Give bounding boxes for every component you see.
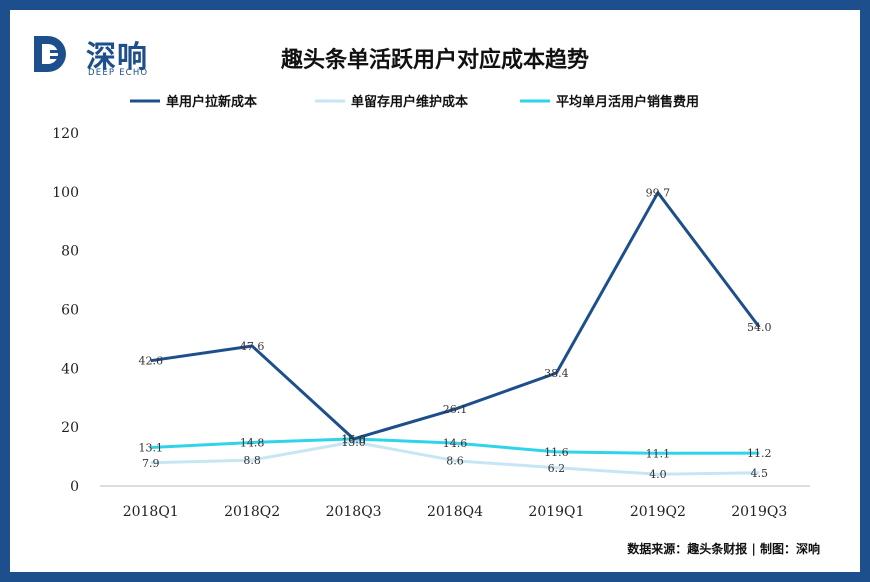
y-axis: 0 20 40 60 80 100 120 [52,126,79,495]
x-tick-label: 2018Q3 [326,504,382,520]
data-label: 15.0 [341,436,366,449]
brand-subtitle: DEEP ECHO [88,68,149,78]
series-line [150,440,760,476]
data-label: 11.6 [544,446,569,459]
deep-echo-logo-icon [34,36,66,72]
legend-label: 平均单月活用户销售费用 [556,94,699,110]
x-axis: 2018Q1 2018Q2 2018Q3 2018Q4 2019Q1 2019Q2 2019… [123,504,788,520]
x-tick-label: 2019Q2 [630,504,686,520]
series-line [150,191,761,441]
data-label: 42.6 [138,355,163,368]
x-tick-label: 2019Q1 [528,504,584,520]
data-label: 4.0 [649,468,667,481]
data-labels: 42.6 47.6 16.0 26.1 38.4 99.7 54.0 7.9 8.8 15.0 8.… [138,187,771,482]
data-label: 13.1 [138,441,163,454]
data-label: 16.0 [341,433,366,446]
brand-logo: 深响 DEEP ECHO [28,30,168,80]
y-tick-label: 120 [52,126,79,142]
data-label: 38.4 [544,367,569,380]
data-label: 6.2 [548,462,566,475]
x-tick-label: 2019Q3 [731,504,787,520]
data-label: 8.8 [243,454,261,467]
data-label: 99.7 [646,187,671,200]
data-label: 7.9 [142,457,160,470]
legend-label: 单留存用户维护成本 [351,94,468,110]
data-label: 8.6 [446,455,464,468]
x-tick-label: 2018Q1 [123,504,179,520]
data-label: 11.2 [747,447,772,460]
y-tick-label: 20 [61,420,79,436]
legend: 单用户拉新成本 单留存用户维护成本 平均单月活用户销售费用 [130,94,699,110]
brand-name: 深响 [86,40,148,75]
chart-title: 趣头条单活跃用户对应成本趋势 [280,47,589,73]
data-label: 11.1 [646,447,671,460]
series-lines [150,191,761,476]
x-tick-label: 2018Q4 [427,504,483,520]
data-label: 26.1 [443,403,468,416]
y-tick-label: 80 [61,244,79,260]
x-tick-label: 2018Q2 [224,504,280,520]
data-label: 54.0 [747,321,772,334]
legend-label: 单用户拉新成本 [166,94,257,110]
chart-panel [10,10,860,572]
series-line [150,437,760,455]
data-label: 47.6 [240,340,265,353]
data-label: 16.0 [341,433,366,446]
source-note: 数据来源：趣头条财报 | 制图：深响 [627,542,820,556]
y-tick-label: 40 [61,361,79,377]
y-tick-label: 60 [61,303,79,319]
data-label: 4.5 [751,467,769,480]
data-label: 14.6 [443,437,468,450]
data-label: 14.8 [240,436,265,449]
y-tick-label: 0 [70,479,79,495]
y-tick-label: 100 [52,185,79,201]
